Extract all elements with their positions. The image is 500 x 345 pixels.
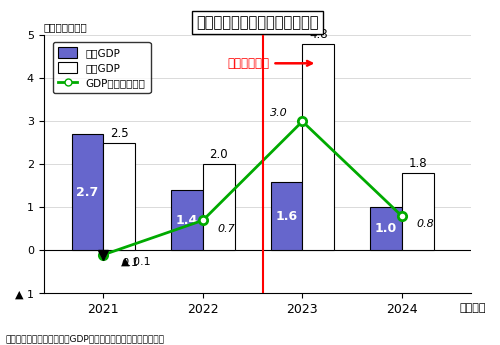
Bar (203, 165, 234, 250)
Text: 1.0: 1.0 (375, 223, 397, 235)
Text: 3.0: 3.0 (270, 108, 287, 118)
Text: 2.0: 2.0 (210, 148, 228, 161)
Text: 2.7: 2.7 (76, 186, 98, 199)
Text: 0.1: 0.1 (122, 258, 139, 268)
Bar (171, 190, 203, 250)
Text: 4.8: 4.8 (309, 28, 328, 41)
Bar (72, 134, 104, 250)
Text: （資料）内閣府「四半期別GDP速報」より農中総研作成・予測: （資料）内閣府「四半期別GDP速報」より農中総研作成・予測 (5, 334, 164, 343)
Bar (104, 143, 135, 250)
Bar (370, 207, 402, 250)
Legend: 実質GDP, 名盪GDP, GDPデフレーター: 実質GDP, 名盪GDP, GDPデフレーター (53, 42, 150, 93)
Text: 1.4: 1.4 (176, 214, 198, 227)
Text: ▲ 0.1: ▲ 0.1 (122, 257, 151, 267)
Bar (402, 173, 434, 250)
Text: 1.8: 1.8 (408, 157, 427, 170)
Text: 0.7: 0.7 (218, 224, 236, 234)
Bar (270, 181, 302, 250)
Text: 2.5: 2.5 (110, 127, 128, 140)
Text: （％前年度比）: （％前年度比） (44, 22, 88, 32)
Text: 0.8: 0.8 (417, 219, 434, 229)
Text: 農中総研予測: 農中総研予測 (228, 57, 312, 70)
Bar (302, 44, 334, 250)
Text: 1.6: 1.6 (276, 209, 297, 223)
Text: （年度）: （年度） (460, 303, 486, 313)
Title: 経済成長率の予測（前年度比）: 経済成長率の予測（前年度比） (196, 15, 319, 30)
